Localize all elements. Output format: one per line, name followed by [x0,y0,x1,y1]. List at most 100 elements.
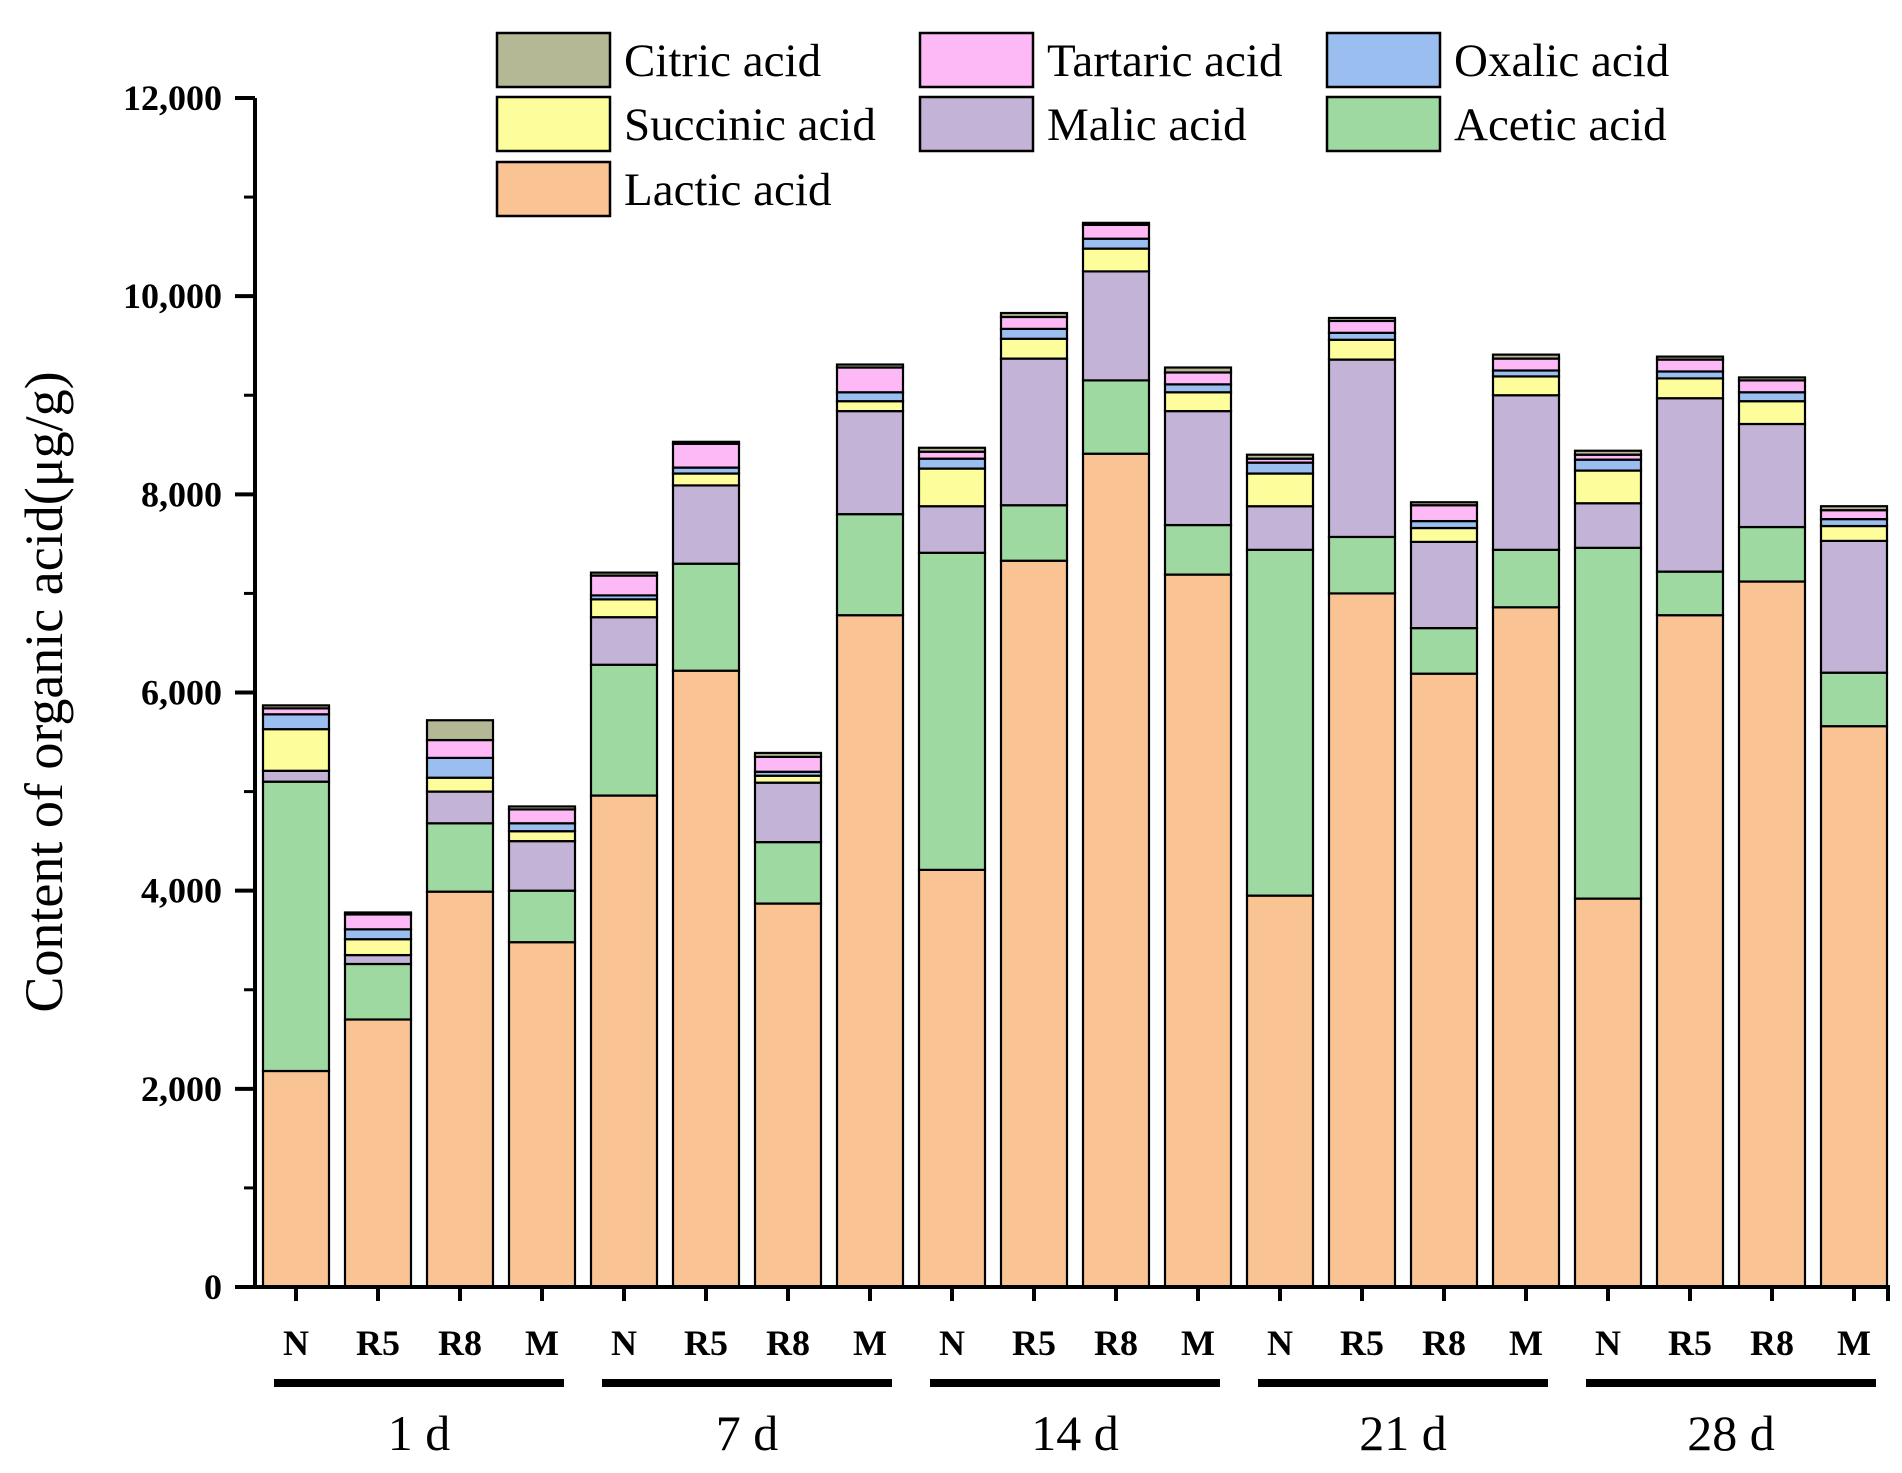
bar-segment-lactic-acid [261,1069,331,1289]
y-tick-label: 0 [204,1267,222,1307]
bar-segment-acetic-acid [1573,546,1643,900]
category-label: R5 [1668,1323,1712,1363]
bar-segment-acetic-acid [1819,671,1889,728]
bar-segment-malic-acid [589,616,659,666]
bar-segment-citric-acid [425,719,495,742]
legend-label: Tartaric acid [1047,35,1282,87]
bar-segment-tartaric-acid [1655,358,1725,373]
bar-segment-oxalic-acid [1163,383,1233,394]
bar-segment-citric-acid [589,571,659,577]
bar-segment-lactic-acid [1737,580,1807,1289]
bar-segment-acetic-acid [1163,523,1233,576]
bar-segment-lactic-acid [425,890,495,1289]
bar-segment-acetic-acid [507,889,577,944]
bar-segment-malic-acid [1737,422,1807,529]
bar-segment-lactic-acid [1655,614,1725,1289]
bar-segment-citric-acid [1409,501,1479,507]
category-label: R5 [1340,1323,1384,1363]
bar-segment-lactic-acid [1819,725,1889,1289]
bar-segment-citric-acid [261,704,331,710]
bar-segment-acetic-acid [1491,548,1561,609]
legend-label: Oxalic acid [1454,35,1669,87]
bar-segment-tartaric-acid [1737,379,1807,394]
legend-label: Malic acid [1047,99,1247,151]
bar-segment-tartaric-acid [671,442,741,469]
bar-segment-succinic-acid [1081,247,1151,273]
bar-segment-lactic-acid [1245,894,1315,1289]
bar-segment-citric-acid [343,911,413,916]
bar-segment-citric-acid [1655,355,1725,361]
bar-segment-lactic-acid [1409,672,1479,1289]
bar-segment-lactic-acid [589,794,659,1289]
bar-segment-citric-acid [1245,453,1315,460]
bar-segment-acetic-acid [835,513,905,617]
bar-segment-succinic-acid [1491,375,1561,397]
bar-segment-malic-acid [343,953,413,966]
legend-swatch-acetic-acid [1325,95,1442,153]
category-label: R8 [1094,1323,1138,1363]
y-tick-label: 10,000 [123,276,222,316]
bar-segment-citric-acid [917,446,987,453]
bar-segment-oxalic-acid [1573,458,1643,472]
category-label: N [939,1323,965,1363]
bar-segment-citric-acid [999,311,1069,319]
y-axis-label: Content of organic acid(μg/g) [14,371,74,1012]
bar-segment-citric-acid [1573,449,1643,456]
bar-segment-lactic-acid [1327,592,1397,1289]
bar-segment-succinic-acid [1409,526,1479,543]
category-label: N [1267,1323,1293,1363]
bar-segment-malic-acid [835,410,905,516]
bar-segment-malic-acid [1819,539,1889,674]
bar-segment-lactic-acid [507,941,577,1289]
category-label: R8 [438,1323,482,1363]
bar-segment-oxalic-acid [1081,237,1151,250]
bar-segment-malic-acid [753,781,823,844]
bar-segment-citric-acid [1163,366,1233,374]
bar-segment-acetic-acid [589,663,659,797]
axes-layer [253,98,1890,1289]
bar-segment-succinic-acid [261,728,331,772]
bar-segment-malic-acid [1245,505,1315,551]
bar-segment-acetic-acid [1245,548,1315,897]
bar-segment-tartaric-acid [1409,504,1479,523]
bar-segment-lactic-acid [1491,606,1561,1289]
bar-segment-tartaric-acid [1327,319,1397,334]
legend-label: Lactic acid [624,164,831,216]
bar-segment-lactic-acid [917,868,987,1289]
bar-segment-citric-acid [1491,353,1561,360]
bar-segment-malic-acid [1491,394,1561,551]
bar-segment-lactic-acid [671,669,741,1289]
legend-label: Acetic acid [1454,99,1667,151]
group-label: 21 d [1359,1405,1447,1461]
bar-segment-acetic-acid [1327,535,1397,595]
bar-segment-tartaric-acid [1819,509,1889,521]
x-labels-layer: N R5 R8 M 1 d N R5 R8 M 7 d N R5 R8 M 14 d N R5 R8 M 21 d N R… [274,1287,1890,1461]
legend-swatch-oxalic-acid [1325,31,1442,89]
category-label: N [611,1323,637,1363]
y-tick-label: 2,000 [141,1069,222,1109]
bar-segment-tartaric-acid [589,574,659,597]
category-label: R8 [766,1323,810,1363]
bar-segment-lactic-acid [1081,452,1151,1289]
category-label: M [1181,1323,1215,1363]
bar-segment-malic-acid [1327,358,1397,539]
category-label: R5 [1012,1323,1056,1363]
y-tick-label: 12,000 [123,78,222,118]
y-ticks-layer: 0 2,000 4,000 6,000 8,000 10,000 12,000 [123,78,255,1307]
bar-segment-acetic-acid [1737,525,1807,583]
category-label: R5 [684,1323,728,1363]
bar-segment-oxalic-acid [343,928,413,941]
bar-segment-oxalic-acid [1737,391,1807,403]
bar-segment-malic-acid [671,484,741,565]
bar-segment-oxalic-acid [999,327,1069,340]
category-label: R5 [356,1323,400,1363]
bar-segment-oxalic-acid [1245,461,1315,475]
y-tick-label: 8,000 [141,474,222,514]
bar-segment-malic-acid [425,790,495,825]
bar-segment-tartaric-acid [343,913,413,931]
bar-segment-lactic-acid [1163,573,1233,1289]
bar-segment-succinic-acid [343,938,413,957]
category-label: N [1595,1323,1621,1363]
bar-segment-lactic-acid [343,1018,413,1289]
